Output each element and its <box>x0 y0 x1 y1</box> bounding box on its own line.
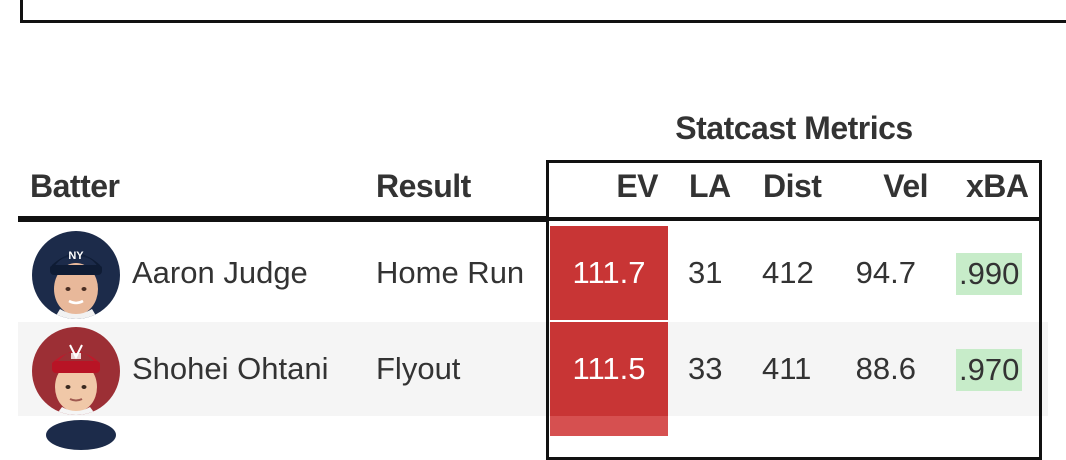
table-row-partial <box>18 416 1048 450</box>
batter-name: Aaron Judge <box>132 255 308 290</box>
table-row: NY Aaron Judge Home Run 111.7 31 412 94.… <box>18 226 1048 320</box>
table-row: Shohei Ohtani Flyout 111.5 33 411 88.6 .… <box>18 322 1048 416</box>
previous-panel-border <box>20 0 1066 23</box>
svg-text:NY: NY <box>68 250 84 262</box>
header-batter: Batter <box>30 168 120 204</box>
header-dist: Dist <box>763 168 822 204</box>
player-headshot-angels-icon <box>32 327 120 415</box>
player-headshot-yankees-icon: NY <box>32 231 120 319</box>
ev-value: 111.7 <box>550 226 668 320</box>
statcast-metrics-title: Statcast Metrics <box>675 110 913 146</box>
xba-value: .970 <box>956 349 1023 391</box>
la-value: 31 <box>688 255 723 290</box>
dist-value: 412 <box>762 255 814 290</box>
ev-value: 111.5 <box>550 322 668 416</box>
vel-value: 88.6 <box>855 351 916 386</box>
avatar-partial <box>46 420 116 450</box>
la-value: 33 <box>688 351 723 386</box>
header-rule <box>18 216 548 222</box>
vel-value: 94.7 <box>855 255 916 290</box>
batter-name: Shohei Ohtani <box>132 351 329 386</box>
ev-cell-partial <box>550 416 668 436</box>
result: Flyout <box>376 351 461 386</box>
xba-value: .990 <box>956 253 1023 295</box>
header-la: LA <box>689 168 731 204</box>
result: Home Run <box>376 255 525 290</box>
metrics-header-rule <box>549 217 1039 221</box>
dist-value: 411 <box>762 351 812 386</box>
header-result: Result <box>376 168 471 204</box>
header-ev: EV <box>616 168 658 204</box>
header-vel: Vel <box>883 168 928 204</box>
header-xba: xBA <box>966 168 1029 204</box>
